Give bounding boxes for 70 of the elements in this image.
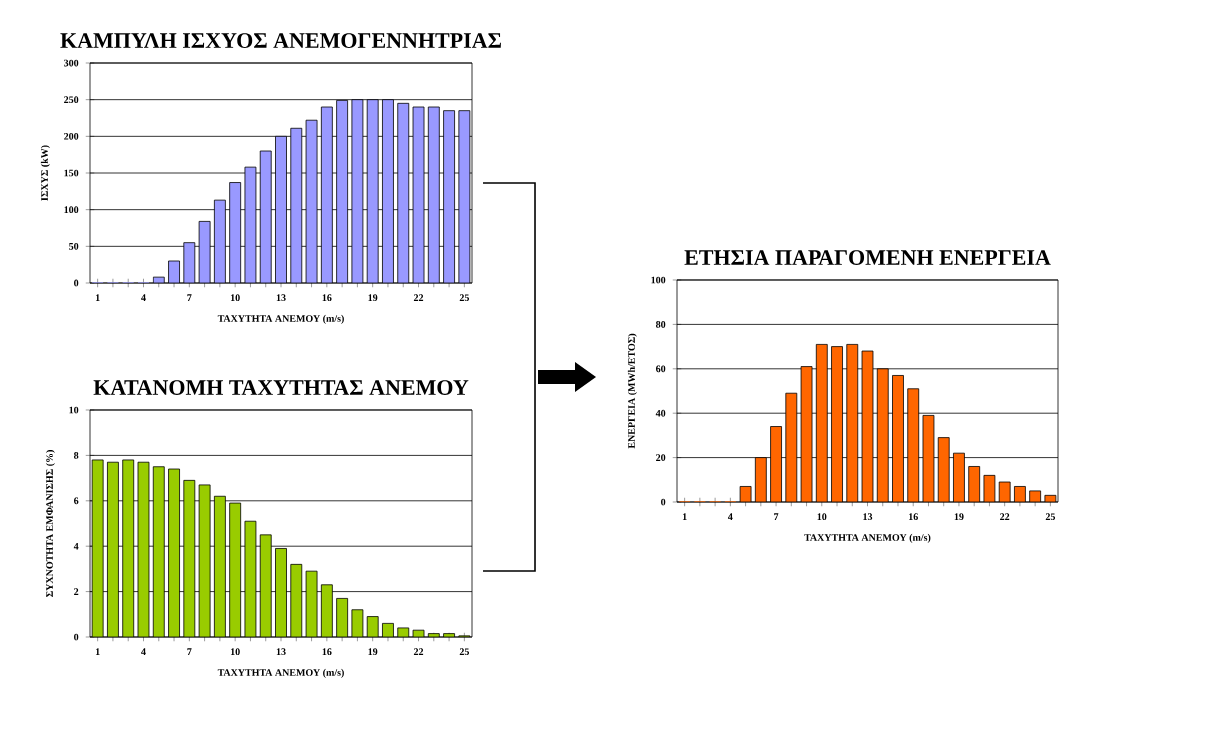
y-tick-label: 50 [69,242,79,250]
x-tick-label: 19 [368,294,378,302]
bar [892,375,904,502]
x-tick-label: 1 [95,294,100,301]
x-tick-label: 4 [727,513,733,520]
x-tick-label: 7 [774,513,779,520]
y-tick-label: 80 [656,321,666,328]
bar [846,343,859,502]
x-axis-title: ΤΑΧΥΤΗΤΑ ΑΝΕΜΟΥ (m/s) [217,668,344,678]
chart-title: ΕΤΗΣΙΑ ΠΑΡΑΓΟΜΕΝΗ ΕΝΕΡΓΕΙΑ [684,250,1051,265]
x-tick-label: 10 [230,648,240,656]
x-tick-label: 22 [413,648,424,655]
x-tick-label: 22 [1000,513,1010,520]
x-tick-label: 25 [459,294,470,302]
x-tick-label: 19 [954,513,964,521]
x-tick-label: 13 [863,513,873,521]
bar [122,459,135,637]
y-tick-label: 0 [661,498,666,506]
y-tick-label: 8 [74,452,79,459]
y-tick-label: 0 [74,279,79,287]
y-tick-label: 200 [64,132,79,140]
y-axis-title: ΕΝΕΡΓΕΙΑ (MWh/ΕΤΟΣ) [627,333,637,449]
chart-title: ΚΑΜΠΥΛΗ ΙΣΧΥΟΣ ΑΝΕΜΟΓΕΝΝΗΤΡΙΑΣ [60,33,501,48]
x-tick-label: 10 [230,294,240,302]
y-tick-label: 2 [74,588,79,595]
bar [183,479,196,637]
y-tick-label: 100 [64,206,79,214]
y-tick-label: 20 [656,454,666,461]
x-tick-label: 25 [1045,513,1056,521]
y-tick-label: 0 [74,633,79,641]
bar [107,461,119,637]
y-tick-label: 40 [655,409,666,417]
bar [815,343,828,502]
x-tick-label: 19 [368,648,378,656]
bar [229,502,242,637]
bar [831,346,843,502]
x-tick-label: 16 [909,513,918,521]
x-tick-label: 22 [413,294,424,301]
x-tick-label: 13 [276,648,286,656]
y-axis-title: ΙΣΧΥΣ (kW) [40,145,50,201]
bar [876,368,889,502]
y-tick-label: 10 [69,406,79,414]
x-tick-label: 4 [141,294,146,301]
y-tick-label: 150 [64,169,79,177]
bar [168,468,180,637]
x-tick-label: 10 [817,513,827,521]
bar [785,392,798,502]
x-tick-label: 1 [95,648,100,655]
y-tick-label: 250 [64,96,79,104]
x-tick-label: 4 [141,648,146,655]
bar [213,495,226,637]
y-tick-label: 6 [74,497,79,505]
y-tick-label: 4 [73,542,79,550]
x-tick-label: 16 [322,294,332,302]
bar [907,388,920,502]
x-tick-label: 16 [322,648,332,656]
x-tick-label: 7 [187,294,192,301]
y-tick-label: 60 [656,365,666,373]
x-tick-label: 7 [187,648,192,655]
x-tick-label: 25 [459,648,470,656]
y-tick-label: 300 [64,59,79,67]
chart-title: ΚΑΤΑΝΟΜΗ ΤΑΧΥΤΗΤΑΣ ΑΝΕΜΟΥ [93,380,469,395]
x-axis-title: ΤΑΧΥΤΗΤΑ ΑΝΕΜΟΥ (m/s) [217,314,344,324]
bar [152,466,165,637]
x-tick-label: 13 [276,294,286,302]
x-tick-label: 1 [682,513,687,520]
x-axis-title: ΤΑΧΥΤΗΤΑ ΑΝΕΜΟΥ (m/s) [804,533,931,543]
bar [259,534,272,637]
y-axis-title: ΣΥΧΝΟΤΗΤΑ ΕΜΦΑΝΙΣΗΣ (%) [45,450,55,598]
y-tick-label: 100 [651,276,666,284]
